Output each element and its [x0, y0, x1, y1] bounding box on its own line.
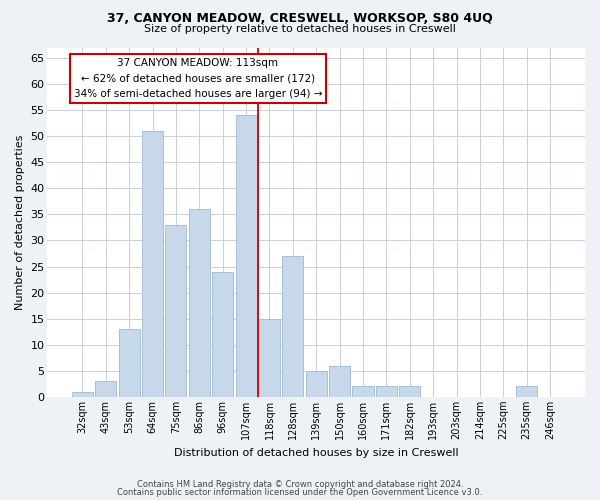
- Text: Contains HM Land Registry data © Crown copyright and database right 2024.: Contains HM Land Registry data © Crown c…: [137, 480, 463, 489]
- Text: Contains public sector information licensed under the Open Government Licence v3: Contains public sector information licen…: [118, 488, 482, 497]
- Bar: [306, 371, 327, 397]
- Bar: [95, 381, 116, 397]
- Text: Size of property relative to detached houses in Creswell: Size of property relative to detached ho…: [144, 24, 456, 34]
- Text: 37 CANYON MEADOW: 113sqm
← 62% of detached houses are smaller (172)
34% of semi-: 37 CANYON MEADOW: 113sqm ← 62% of detach…: [74, 58, 322, 99]
- Bar: [399, 386, 420, 397]
- Bar: [283, 256, 304, 397]
- Text: 37, CANYON MEADOW, CRESWELL, WORKSOP, S80 4UQ: 37, CANYON MEADOW, CRESWELL, WORKSOP, S8…: [107, 12, 493, 26]
- X-axis label: Distribution of detached houses by size in Creswell: Distribution of detached houses by size …: [174, 448, 458, 458]
- Bar: [376, 386, 397, 397]
- Bar: [142, 131, 163, 397]
- Bar: [259, 318, 280, 397]
- Bar: [329, 366, 350, 397]
- Bar: [119, 329, 140, 397]
- Bar: [72, 392, 93, 397]
- Y-axis label: Number of detached properties: Number of detached properties: [15, 134, 25, 310]
- Bar: [189, 209, 210, 397]
- Bar: [236, 116, 257, 397]
- Bar: [166, 225, 187, 397]
- Bar: [516, 386, 537, 397]
- Bar: [352, 386, 374, 397]
- Bar: [212, 272, 233, 397]
